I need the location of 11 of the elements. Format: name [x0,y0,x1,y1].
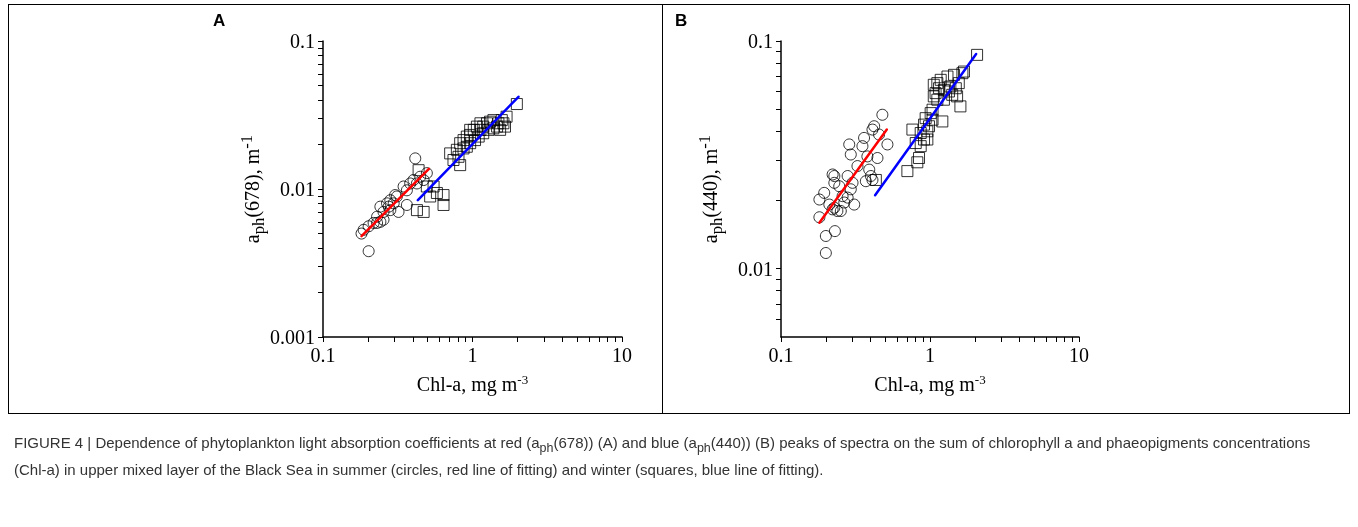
y-tick-label: 0.1 [290,30,315,52]
chart-title: B [675,11,688,31]
x-tick-label: 10 [1069,344,1089,366]
chart-title: A [213,11,226,31]
x-tick-label: 1 [467,344,478,366]
y-tick-label: 0.01 [280,178,315,200]
x-tick-label: 1 [925,344,935,366]
y-tick-label: 0.01 [738,257,773,280]
caption: FIGURE 4 | Dependence of phytoplankton light absorption coefficients at red (a$_{ph}$(678)) (A) and blue (a$_{ph}$(440)) (B) peaks of spectra on the sum of chlorophyll a and phaeopigments concentrations (Chl-a) in upper mixed layer of the Black Sea in summer (circles, red line of fitting) and winter (squares, blue line of fitting). [14,433,1312,480]
x-tick-label: 10 [612,344,632,366]
x-tick-label: 0.1 [768,344,794,366]
